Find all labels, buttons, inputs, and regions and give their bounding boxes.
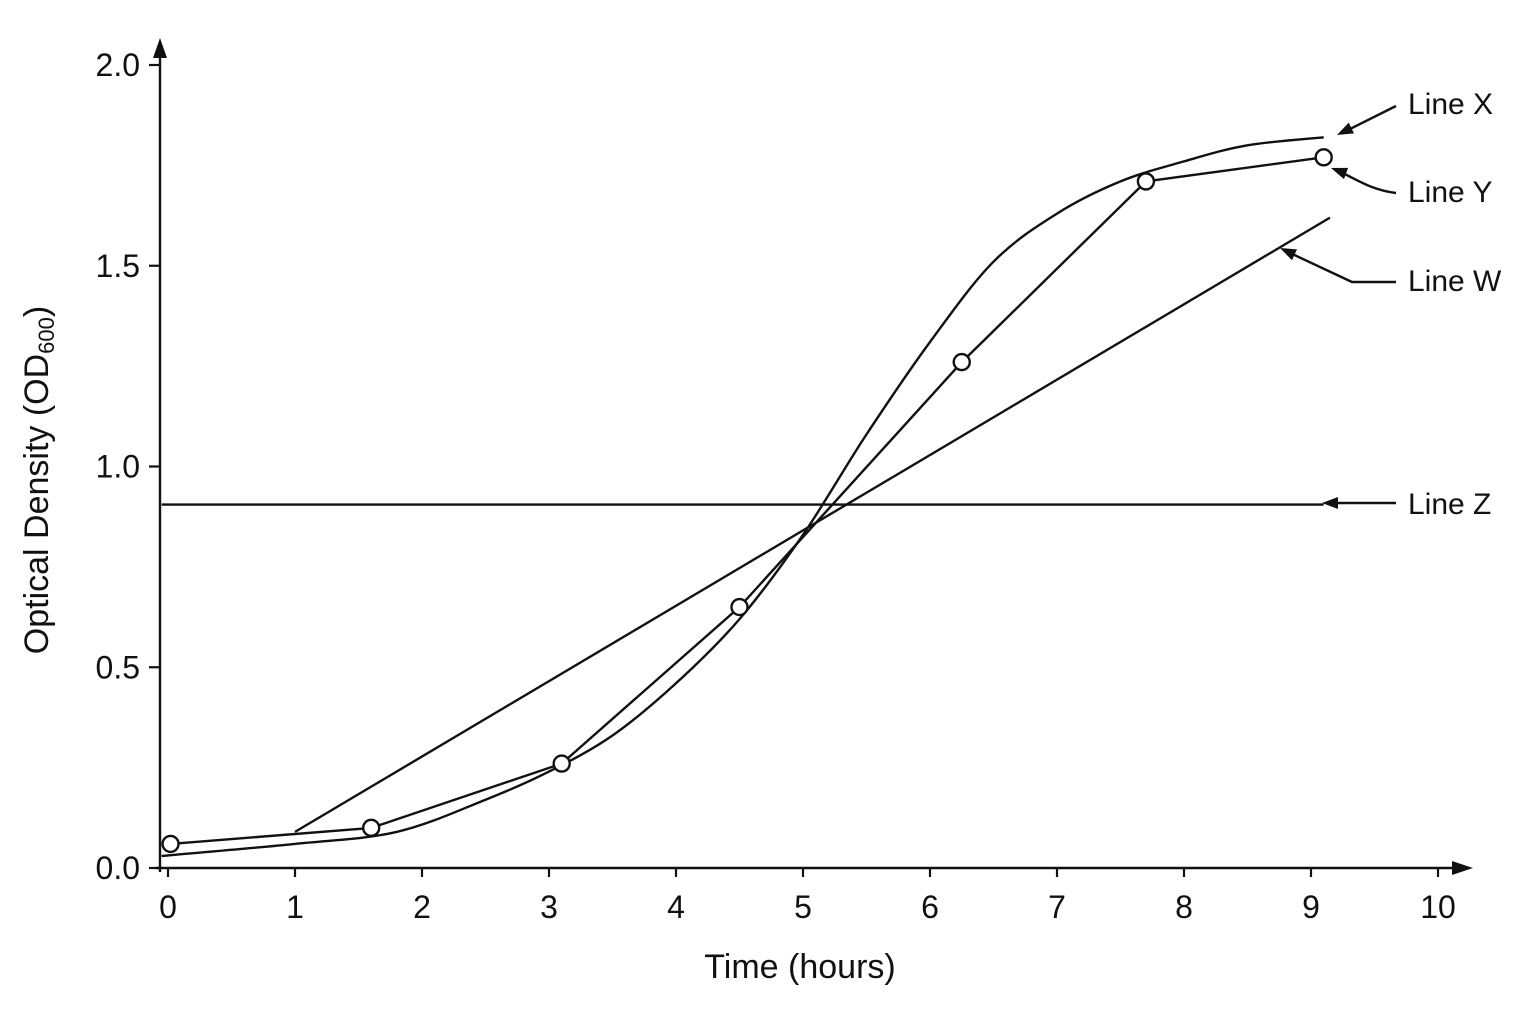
line-w-straight	[294, 216, 1331, 833]
label-line-w-arrowhead	[1280, 248, 1298, 261]
y-tick-label: 2.0	[96, 47, 140, 83]
y-axis-arrowhead	[153, 38, 167, 58]
line-y-point-marker	[1136, 172, 1156, 191]
line-x-curve	[161, 136, 1324, 858]
label-line-z-arrowhead	[1322, 497, 1338, 509]
line-y-point-marker	[952, 352, 971, 372]
series-layer	[161, 136, 1331, 858]
x-tick-label: 8	[1175, 889, 1193, 925]
line-y-point-marker	[1314, 148, 1333, 167]
label-line-w: Line W	[1408, 265, 1502, 298]
line-y-point-marker	[552, 754, 571, 773]
label-line-w-leader	[1287, 250, 1396, 284]
x-tick-label: 3	[540, 889, 558, 925]
label-line-z: Line Z	[1408, 488, 1491, 521]
y-axis-title-close: )	[18, 306, 56, 317]
x-tick-label: 9	[1302, 889, 1320, 925]
line-y-point-marker	[362, 818, 381, 838]
x-tick-label: 4	[667, 889, 685, 925]
y-tick-label: 0.0	[96, 850, 140, 886]
markers-layer	[161, 148, 1333, 854]
y-tick-label: 1.0	[96, 449, 140, 485]
x-tick-label: 0	[159, 889, 177, 925]
x-axis-title: Time (hours)	[704, 948, 895, 986]
x-tick-label: 1	[286, 889, 304, 925]
x-ticks: 0 1 2 3 4 5 6 7 8 9 10	[159, 868, 1456, 925]
y-axis-title: Optical Density (OD600)	[18, 306, 59, 654]
label-line-x: Line X	[1408, 88, 1493, 121]
x-tick-label: 6	[921, 889, 939, 925]
label-line-x-leader	[1343, 104, 1397, 134]
line-y-point-marker	[730, 597, 749, 617]
y-tick-label: 0.5	[96, 649, 140, 685]
x-tick-label: 10	[1420, 889, 1456, 925]
x-tick-label: 7	[1048, 889, 1066, 925]
x-tick-label: 5	[794, 889, 812, 925]
x-tick-label: 2	[413, 889, 431, 925]
axes	[153, 38, 1473, 875]
line-y-polyline	[170, 156, 1324, 846]
label-line-y-leader	[1337, 169, 1397, 195]
y-axis-title-subscript: 600	[34, 317, 59, 354]
y-ticks: 0.0 0.5 1.0 1.5 2.0	[96, 47, 160, 886]
line-y-point-marker	[161, 834, 180, 854]
x-axis-arrowhead	[1452, 861, 1473, 875]
label-line-y-arrowhead	[1331, 167, 1349, 180]
y-axis-title-main: Optical Density (OD	[18, 354, 56, 654]
y-tick-label: 1.5	[96, 248, 140, 284]
annotations-layer: Line X Line Y Line W Line Z	[1280, 88, 1502, 521]
label-line-x-arrowhead	[1337, 122, 1355, 135]
label-line-y: Line Y	[1408, 176, 1493, 209]
